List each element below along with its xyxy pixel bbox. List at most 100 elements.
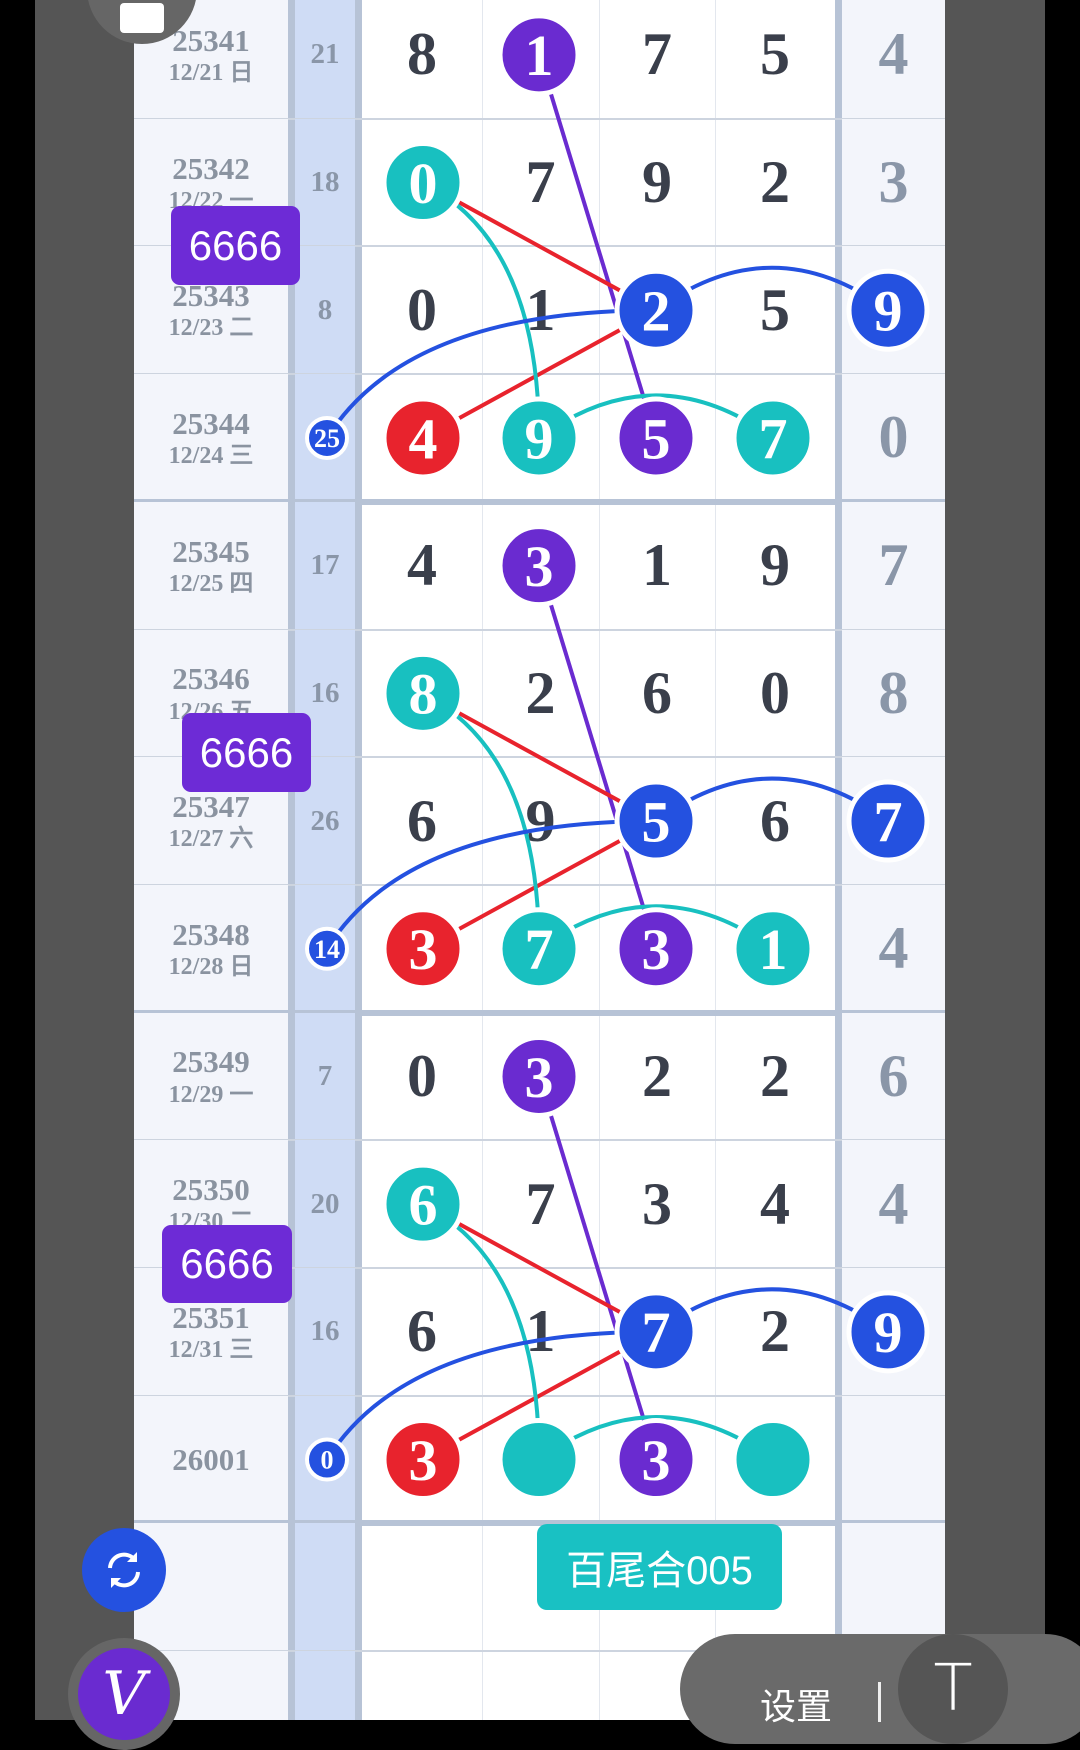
- issue-cell: 26001: [134, 1395, 288, 1524]
- digit-cell: 6: [407, 787, 437, 854]
- number-badge[interactable]: 6666: [171, 206, 300, 285]
- issue-date: 12/25 四: [168, 570, 254, 597]
- digit-cell: 7: [642, 21, 672, 88]
- row-divider: [134, 117, 945, 120]
- ball-number: 0: [409, 151, 438, 216]
- sum-cell: 20: [295, 1140, 355, 1268]
- purple-ball: 3: [614, 1418, 698, 1502]
- ball-number: 3: [525, 534, 554, 599]
- refresh-icon: [108, 1552, 140, 1588]
- issue-number: 26001: [172, 1441, 250, 1477]
- sum-value: 16: [310, 1315, 340, 1348]
- sum-cell: 16: [295, 1268, 355, 1396]
- teal-ball: 9: [497, 396, 581, 480]
- digit-cell: 3: [642, 1170, 672, 1237]
- digit-cell: 5: [760, 21, 790, 88]
- number-badge[interactable]: 6666: [182, 713, 311, 792]
- refresh-button[interactable]: [82, 1528, 166, 1612]
- ball-number: 9: [525, 406, 554, 471]
- teal-ball: 1: [731, 907, 815, 991]
- ball-number: 9: [874, 1300, 903, 1365]
- number-badge[interactable]: 6666: [162, 1225, 292, 1303]
- ball-number: 0: [321, 1446, 334, 1475]
- digit-cell: 2: [760, 1298, 790, 1365]
- ball-number: 1: [759, 917, 788, 982]
- red-ball: 3: [381, 907, 465, 991]
- column-divider: [482, 0, 483, 1720]
- right-cell: 4: [842, 884, 945, 1013]
- digit-cell: 8: [407, 21, 437, 88]
- blue-ball: 5: [614, 779, 698, 863]
- right-cell: 8: [842, 629, 945, 758]
- sum-cell: 16: [295, 629, 355, 758]
- right-value: 8: [878, 659, 909, 726]
- ball-number: 5: [642, 406, 671, 471]
- right-cell: 4: [842, 0, 945, 119]
- right-cell: 6: [842, 1012, 945, 1141]
- settings-pill: 设置 T: [680, 1634, 1080, 1744]
- teal-ball: 8: [381, 651, 465, 735]
- pen-icon: V: [78, 1648, 170, 1740]
- sum-value: 20: [310, 1187, 340, 1220]
- issue-date: 12/23 二: [168, 315, 254, 342]
- issue-number: 25348: [172, 916, 250, 952]
- sum-ball: 14: [305, 926, 349, 971]
- right-value: 4: [878, 1170, 909, 1237]
- ball-number: 7: [642, 1300, 671, 1365]
- issue-date: 12/27 六: [168, 826, 254, 853]
- issue-cell: 25345 12/25 四: [134, 501, 288, 630]
- window-icon: [120, 3, 164, 33]
- teal-ball: [731, 1418, 815, 1502]
- divider: [878, 1682, 881, 1722]
- issue-number: 25342: [172, 150, 250, 186]
- sum-cell: 18: [295, 118, 355, 247]
- purple-ball: 3: [614, 907, 698, 991]
- sum-cell: 8: [295, 246, 355, 375]
- issue-date: 12/29 一: [168, 1081, 254, 1108]
- purple-ball: 1: [497, 13, 581, 97]
- blue-ball: 7: [846, 779, 930, 863]
- sum-cell: 17: [295, 501, 355, 630]
- issue-date: 12/24 三: [168, 443, 254, 470]
- digit-cell: 0: [407, 276, 437, 343]
- sum-value: 26: [310, 804, 340, 837]
- right-value: 0: [878, 404, 909, 471]
- left-gutter: [35, 0, 135, 1720]
- digit-cell: 6: [407, 1298, 437, 1365]
- blue-link: [325, 819, 657, 950]
- digit-cell: 9: [642, 149, 672, 216]
- sum-cell: 21: [295, 0, 355, 119]
- sum-value: 21: [310, 38, 340, 71]
- sum-value: 8: [317, 293, 333, 326]
- blue-ball: 9: [846, 1290, 930, 1374]
- settings-button[interactable]: 设置: [760, 1686, 833, 1727]
- issue-number: 25346: [172, 661, 250, 697]
- ball-number: 1: [525, 23, 554, 88]
- digit-cell: 0: [760, 659, 790, 726]
- ball-number: 7: [874, 789, 903, 854]
- sum-cell: 7: [295, 1012, 355, 1141]
- digit-cell: 1: [642, 532, 672, 599]
- ball-number: 6: [409, 1172, 438, 1237]
- teal-ball: 0: [381, 141, 465, 225]
- column-divider: [288, 0, 295, 1720]
- purple-link: [537, 1075, 658, 1461]
- right-cell: 3: [842, 118, 945, 247]
- sum-value: 17: [310, 549, 340, 582]
- issue-number: 25345: [172, 533, 250, 569]
- digit-cell: 6: [642, 659, 672, 726]
- purple-ball: 3: [497, 524, 581, 608]
- blue-link: [325, 308, 657, 440]
- digit-cell: 2: [760, 1042, 790, 1109]
- right-cell: 7: [842, 501, 945, 630]
- pen-button[interactable]: V: [68, 1638, 180, 1750]
- digit-cell: 7: [525, 149, 556, 216]
- digit-cell: 9: [525, 787, 556, 854]
- ball-number: 8: [409, 662, 438, 727]
- text-tool-button[interactable]: T: [898, 1634, 1008, 1744]
- blue-ball: 7: [614, 1290, 698, 1374]
- issue-date: 12/28 日: [168, 953, 254, 980]
- ball-number: 2: [642, 279, 671, 344]
- tail-sum-badge: 百尾合005: [537, 1524, 782, 1610]
- teal-link: [422, 691, 541, 949]
